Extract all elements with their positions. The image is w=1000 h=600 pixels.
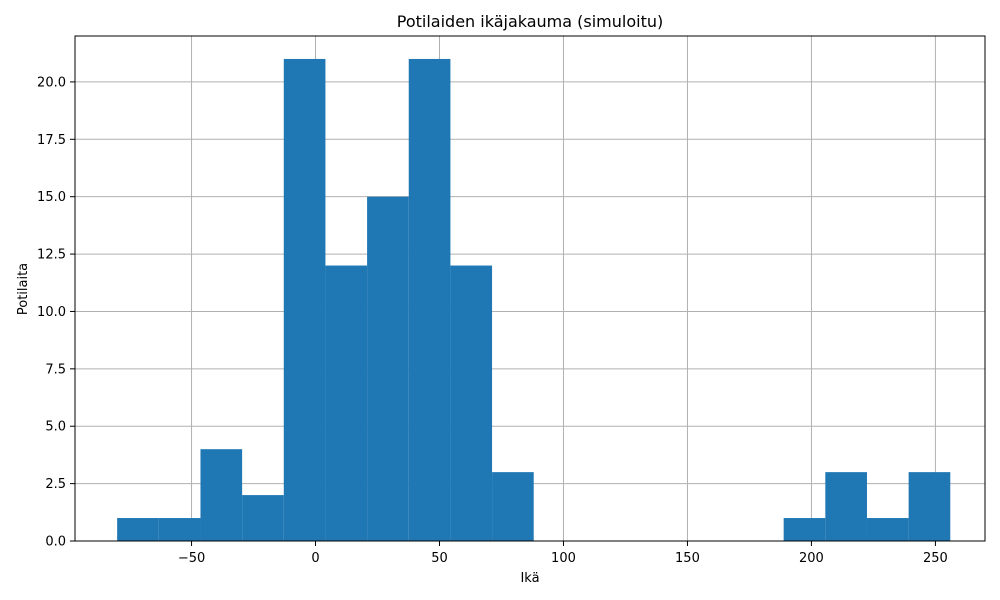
x-axis-label: Ikä [520, 571, 539, 586]
histogram-bar [908, 472, 951, 541]
histogram-bar [492, 472, 534, 541]
x-tick-label: 50 [431, 551, 448, 566]
y-tick-label: 0.0 [45, 535, 66, 550]
plot-area-frame [74, 35, 986, 542]
y-tick-label: 17.5 [37, 133, 66, 148]
histogram-bar [158, 518, 201, 541]
chart-title: Potilaiden ikäjakauma (simuloitu) [397, 12, 663, 31]
histogram-bar [242, 495, 284, 541]
histogram-bar [866, 518, 909, 541]
histogram-bar [825, 472, 867, 541]
x-tick-label: 100 [551, 551, 576, 566]
histogram-bar [367, 196, 409, 541]
histogram-bar [117, 518, 159, 541]
y-axis-label: Potilaita [16, 263, 31, 315]
x-axis-ticks: −50 0 50 100 150 200 250 [178, 541, 948, 566]
y-tick-label: 5.0 [45, 420, 66, 435]
y-tick-label: 7.5 [45, 362, 66, 377]
x-tick-label: 250 [923, 551, 948, 566]
y-axis-ticks: 0.0 2.5 5.0 7.5 10.0 12.5 15.0 17.5 20.0 [37, 75, 75, 550]
histogram-bar [408, 58, 451, 542]
x-tick-label: 150 [675, 551, 700, 566]
histogram-bars [117, 58, 951, 542]
y-tick-label: 10.0 [37, 305, 66, 320]
x-tick-label: −50 [178, 551, 205, 566]
histogram-bar [450, 265, 493, 541]
histogram-bar [325, 265, 368, 541]
histogram-bar [283, 58, 326, 542]
y-tick-label: 12.5 [37, 248, 66, 263]
x-tick-label: 0 [311, 551, 319, 566]
x-tick-label: 200 [799, 551, 824, 566]
y-tick-label: 20.0 [37, 75, 66, 90]
y-tick-label: 15.0 [37, 190, 66, 205]
histogram-bar [783, 518, 826, 541]
histogram-bar [200, 449, 243, 541]
y-tick-label: 2.5 [45, 477, 66, 492]
